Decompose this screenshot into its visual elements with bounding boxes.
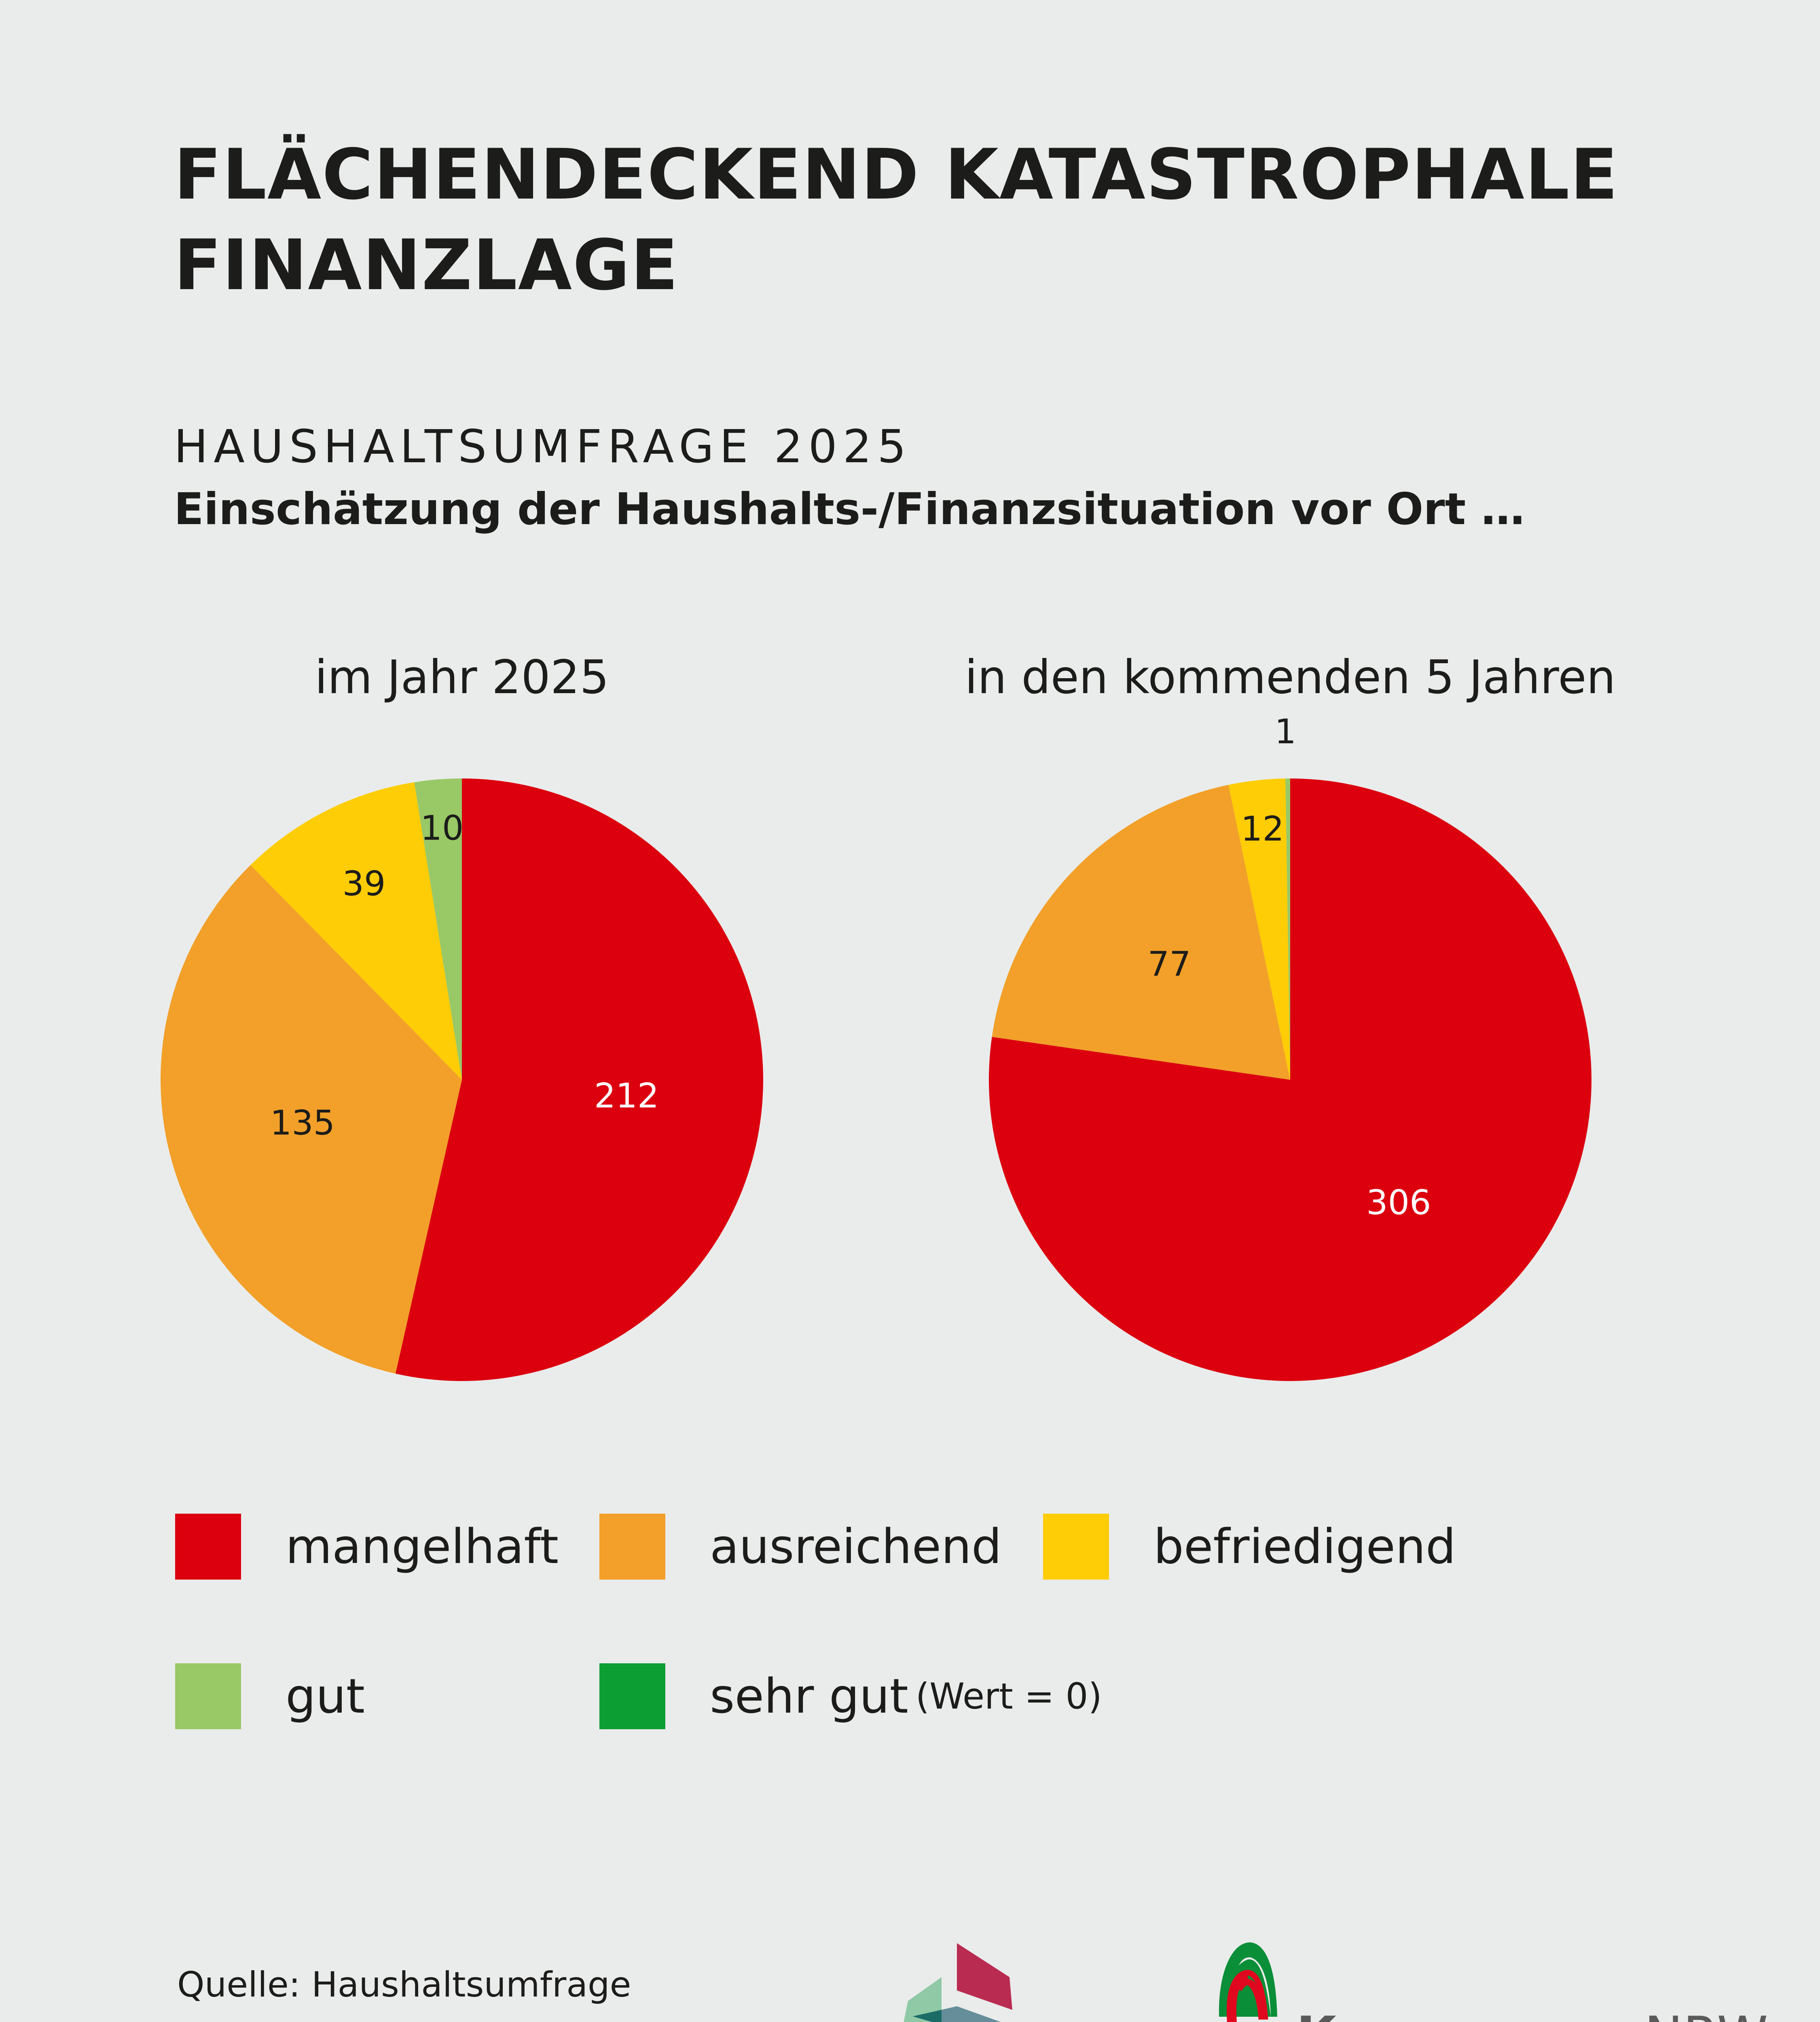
page-title: FLÄCHENDECKEND KATASTROPHALE FINANZLAGE	[174, 129, 1711, 311]
legend-item-befriedigend: befriedigend	[1043, 1514, 1456, 1580]
kommunen-logo-nrw: NRW	[1644, 2006, 1768, 2022]
pie-slice-befriedigend	[250, 782, 462, 1080]
legend-item-sehr-gut: sehr gut (Wert = 0)	[599, 1663, 1102, 1729]
pie-slice-befriedigend	[1228, 778, 1290, 1080]
kommunen-arches-icon	[1219, 1942, 1277, 2022]
legend-label: mangelhaft	[286, 1519, 559, 1574]
pie-slice-ausreichend	[160, 865, 462, 1374]
slice-label-ausreichend: 135	[270, 1103, 335, 1142]
legend-label: ausreichend	[710, 1519, 1002, 1574]
staedtetag-logo-mark-icon	[904, 1943, 1012, 2022]
pie-title-5-years: in den kommenden 5 Jahren	[965, 650, 1616, 704]
legend-note: (Wert = 0)	[915, 1675, 1102, 1717]
legend-swatch-mangelhaft	[175, 1514, 241, 1580]
slice-label-befriedigend: 39	[343, 864, 386, 903]
staedtetag-nrw-logo: STÄDTETAG NRW	[882, 1933, 1072, 2022]
source-note: Quelle: Haushaltsumfrage von Städtetag N…	[177, 1957, 824, 2022]
slice-label-mangelhaft: 306	[1366, 1183, 1431, 1223]
pie-slice-mangelhaft	[395, 778, 763, 1381]
title-line-2: FINANZLAGE	[174, 224, 679, 306]
kommunen-logo-name: Kommunen	[1296, 2006, 1625, 2022]
legend-label: befriedigend	[1153, 1519, 1456, 1574]
legend-swatch-ausreichend	[599, 1514, 665, 1580]
pie-slice-ausreichend	[992, 785, 1290, 1080]
kommunen-logo-dot: .	[1625, 2006, 1644, 2022]
legend-swatch-gut	[175, 1663, 241, 1729]
pie-title-2025: im Jahr 2025	[315, 650, 609, 704]
title-line-1: FLÄCHENDECKEND KATASTROPHALE	[174, 134, 1619, 215]
legend-label: sehr gut	[710, 1668, 908, 1724]
legend-swatch-befriedigend	[1043, 1514, 1109, 1580]
slice-label-befriedigend: 12	[1241, 809, 1284, 848]
pie-chart-2025: 212 135 39 10	[160, 778, 763, 1381]
subtitle: Einschätzung der Haushalts-/Finanzsituat…	[174, 484, 1525, 535]
kommunen-nrw-logo: Kommunen.NRW Städte- und Gemeindebund No…	[1209, 1929, 1768, 2022]
slice-label-gut: 10	[421, 808, 464, 848]
kommunen-logo-wordmark: Kommunen.NRW	[1296, 2006, 1768, 2022]
source-line-1: Quelle: Haushaltsumfrage	[177, 1965, 631, 2005]
slice-label-ausreichend: 77	[1148, 944, 1191, 984]
legend-item-gut: gut	[175, 1663, 365, 1729]
slice-label-gut: 1	[1274, 712, 1296, 751]
pie-chart-5-years: 306 77 12 1	[989, 712, 1592, 1381]
pie-slice-gut	[1285, 778, 1290, 1080]
legend-item-ausreichend: ausreichend	[599, 1514, 1002, 1580]
source-line-2: von Städtetag NRW und Städte-	[177, 2012, 824, 2022]
legend-swatch-sehr-gut	[599, 1663, 665, 1729]
pie-slice-mangelhaft	[989, 778, 1592, 1381]
legend-label: gut	[286, 1668, 365, 1724]
kicker: HAUSHALTSUMFRAGE 2025	[174, 421, 912, 473]
legend-item-mangelhaft: mangelhaft	[175, 1514, 559, 1580]
slice-label-mangelhaft: 212	[594, 1076, 659, 1115]
pie-slice-gut	[414, 778, 462, 1080]
